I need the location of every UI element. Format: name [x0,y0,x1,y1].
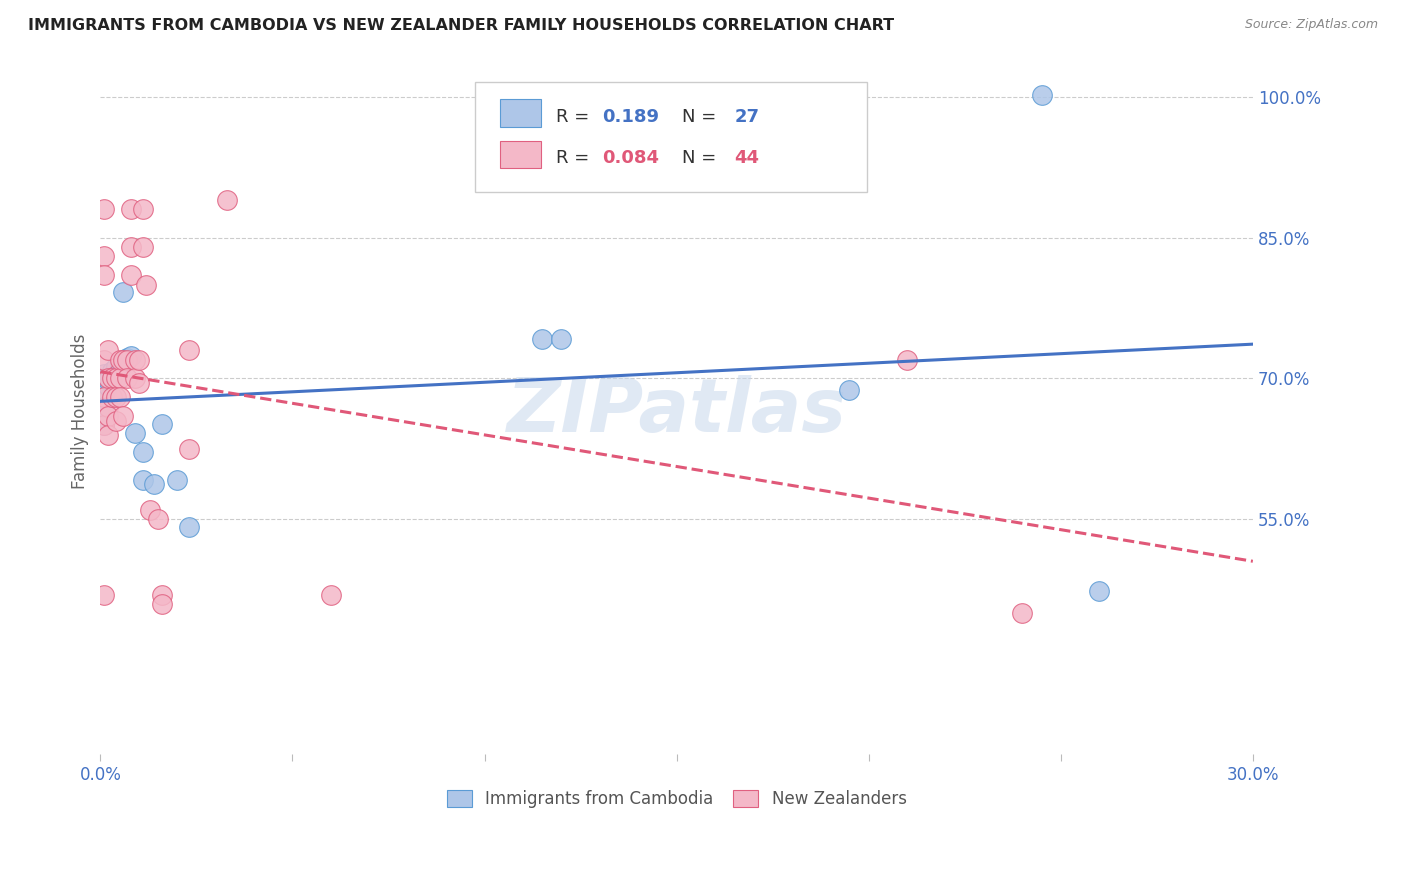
Point [108,362,131,376]
Point [131,444,153,458]
Point [1011,607,1033,621]
Point [93,268,115,282]
Point [101,364,124,378]
Point [101,371,124,385]
Point [1031,87,1053,102]
Point [93,249,115,263]
Point [108,371,131,385]
Point [93,418,115,433]
Text: IMMIGRANTS FROM CAMBODIA VS NEW ZEALANDER FAMILY HOUSEHOLDS CORRELATION CHART: IMMIGRANTS FROM CAMBODIA VS NEW ZEALANDE… [28,18,894,33]
Text: 44: 44 [734,149,759,167]
Point [97,409,120,423]
Point [93,588,115,602]
Point [115,351,138,365]
Text: R =: R = [555,149,595,167]
Point [115,352,138,367]
Point [177,442,200,456]
Point [319,588,342,602]
Text: Source: ZipAtlas.com: Source: ZipAtlas.com [1244,18,1378,31]
Point [1088,583,1111,598]
Point [93,202,115,217]
Point [550,332,572,346]
Point [135,277,157,292]
Point [97,379,120,393]
Point [93,400,115,414]
Point [838,383,860,397]
Point [112,409,135,423]
Point [112,285,135,299]
Point [143,476,166,491]
FancyBboxPatch shape [475,82,866,192]
Point [124,352,146,367]
Point [93,390,115,404]
Point [101,390,124,404]
Point [104,390,127,404]
Point [104,414,127,428]
Point [150,417,173,431]
Point [97,400,120,414]
Point [217,193,239,207]
Text: R =: R = [555,108,595,126]
Point [112,352,135,367]
Point [531,332,554,346]
Y-axis label: Family Households: Family Households [72,334,89,489]
Point [131,240,153,254]
Point [97,343,120,358]
Point [115,371,138,385]
Text: N =: N = [682,108,723,126]
Point [104,371,127,385]
Point [108,355,131,369]
Point [97,427,120,442]
Point [166,473,188,487]
Point [120,202,142,217]
Text: 27: 27 [734,108,759,126]
Point [128,376,150,391]
Point [108,390,131,404]
Text: 0.189: 0.189 [602,108,658,126]
Point [146,512,169,526]
Point [896,352,918,367]
Point [97,373,120,387]
Point [104,360,127,375]
Point [93,367,115,381]
Point [120,268,142,282]
Text: ZIPatlas: ZIPatlas [506,375,846,448]
Bar [501,141,540,168]
Point [101,369,124,384]
Point [131,202,153,217]
Text: N =: N = [682,149,723,167]
Text: 0.084: 0.084 [602,149,658,167]
Point [128,352,150,367]
Point [104,371,127,385]
Point [150,588,173,602]
Point [97,371,120,385]
Point [131,473,153,487]
Point [177,520,200,534]
Point [120,349,142,363]
Point [120,240,142,254]
Point [150,597,173,611]
Point [124,371,146,385]
Point [124,425,146,440]
Bar [501,99,540,127]
Point [93,385,115,400]
Point [93,352,115,367]
Legend: Immigrants from Cambodia, New Zealanders: Immigrants from Cambodia, New Zealanders [440,783,914,814]
Point [93,418,115,433]
Point [177,343,200,358]
Point [108,352,131,367]
Point [139,503,162,517]
